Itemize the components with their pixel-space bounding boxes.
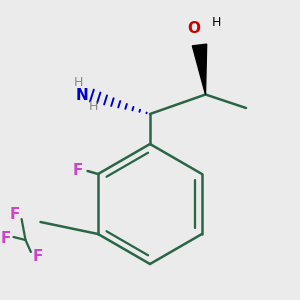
Text: N: N — [76, 88, 89, 104]
Text: F: F — [73, 163, 83, 178]
Text: H: H — [89, 100, 99, 113]
Text: F: F — [1, 231, 11, 246]
Polygon shape — [192, 44, 207, 94]
Text: H: H — [211, 16, 221, 29]
Text: O: O — [187, 21, 200, 36]
Text: F: F — [10, 207, 20, 222]
Text: H: H — [73, 76, 83, 89]
Text: F: F — [32, 249, 43, 264]
